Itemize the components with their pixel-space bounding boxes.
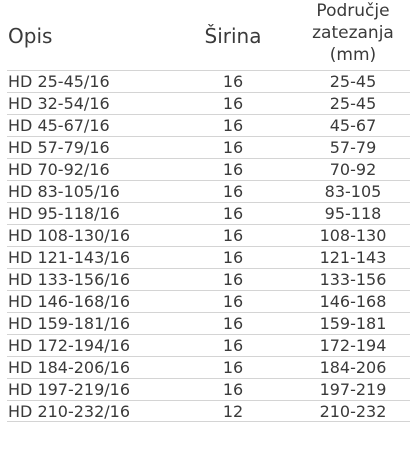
table-row: HD 172-194/16 16 172-194 — [7, 334, 410, 356]
cell-width: 16 — [222, 226, 244, 245]
cell-range: 70-92 — [329, 160, 377, 179]
cell-range: 108-130 — [319, 226, 387, 245]
table-row: HD 70-92/16 16 70-92 — [7, 158, 410, 180]
cell-range: 45-67 — [329, 116, 377, 135]
cell-width: 16 — [222, 314, 244, 333]
header-clamping-range: Područje zatezanja (mm) — [298, 0, 408, 66]
cell-description: HD 57-79/16 — [8, 138, 110, 157]
table-row: HD 210-232/16 12 210-232 — [7, 400, 410, 422]
table-row: HD 159-181/16 16 159-181 — [7, 312, 410, 334]
cell-range: 184-206 — [319, 358, 387, 377]
cell-description: HD 95-118/16 — [8, 204, 120, 223]
spec-table: Opis Širina Područje zatezanja (mm) HD 2… — [7, 0, 410, 422]
table-row: HD 57-79/16 16 57-79 — [7, 136, 410, 158]
cell-description: HD 83-105/16 — [8, 182, 120, 201]
cell-description: HD 172-194/16 — [8, 336, 131, 355]
cell-description: HD 197-219/16 — [8, 380, 131, 399]
cell-range: 25-45 — [329, 94, 377, 113]
cell-range: 95-118 — [324, 204, 382, 223]
cell-description: HD 70-92/16 — [8, 160, 110, 179]
cell-description: HD 146-168/16 — [8, 292, 131, 311]
cell-range: 25-45 — [329, 72, 377, 91]
cell-description: HD 45-67/16 — [8, 116, 110, 135]
cell-range: 197-219 — [319, 380, 387, 399]
cell-description: HD 210-232/16 — [8, 402, 131, 421]
cell-width: 16 — [222, 248, 244, 267]
cell-width: 16 — [222, 138, 244, 157]
table-row: HD 32-54/16 16 25-45 — [7, 92, 410, 114]
cell-range: 57-79 — [329, 138, 377, 157]
cell-range: 121-143 — [319, 248, 387, 267]
cell-range: 172-194 — [319, 336, 387, 355]
cell-description: HD 108-130/16 — [8, 226, 131, 245]
cell-range: 159-181 — [319, 314, 387, 333]
header-range-line-2: zatezanja — [312, 23, 394, 43]
cell-width: 16 — [222, 358, 244, 377]
cell-description: HD 121-143/16 — [8, 248, 131, 267]
table-row: HD 108-130/16 16 108-130 — [7, 224, 410, 246]
cell-width: 12 — [222, 402, 244, 421]
cell-description: HD 133-156/16 — [8, 270, 131, 289]
cell-range: 133-156 — [319, 270, 387, 289]
header-range-line-3: (mm) — [329, 45, 377, 65]
cell-range: 83-105 — [324, 182, 382, 201]
table-row: HD 197-219/16 16 197-219 — [7, 378, 410, 400]
cell-width: 16 — [222, 292, 244, 311]
table-row: HD 133-156/16 16 133-156 — [7, 268, 410, 290]
table-row: HD 95-118/16 16 95-118 — [7, 202, 410, 224]
cell-width: 16 — [222, 336, 244, 355]
table-header: Opis Širina Područje zatezanja (mm) — [7, 0, 410, 70]
cell-width: 16 — [222, 72, 244, 91]
table-row: HD 25-45/16 16 25-45 — [7, 70, 410, 92]
cell-width: 16 — [222, 182, 244, 201]
cell-width: 16 — [222, 270, 244, 289]
cell-description: HD 184-206/16 — [8, 358, 131, 377]
cell-width: 16 — [222, 380, 244, 399]
cell-width: 16 — [222, 204, 244, 223]
header-range-line-1: Područje — [316, 1, 390, 21]
cell-description: HD 32-54/16 — [8, 94, 110, 113]
table-row: HD 121-143/16 16 121-143 — [7, 246, 410, 268]
header-width: Širina — [204, 24, 262, 48]
cell-width: 16 — [222, 160, 244, 179]
header-description: Opis — [8, 24, 53, 48]
table-row: HD 146-168/16 16 146-168 — [7, 290, 410, 312]
table-row: HD 45-67/16 16 45-67 — [7, 114, 410, 136]
table-row: HD 83-105/16 16 83-105 — [7, 180, 410, 202]
table-row: HD 184-206/16 16 184-206 — [7, 356, 410, 378]
cell-description: HD 159-181/16 — [8, 314, 131, 333]
cell-width: 16 — [222, 116, 244, 135]
cell-range: 146-168 — [319, 292, 387, 311]
cell-width: 16 — [222, 94, 244, 113]
cell-description: HD 25-45/16 — [8, 72, 110, 91]
cell-range: 210-232 — [319, 402, 387, 421]
